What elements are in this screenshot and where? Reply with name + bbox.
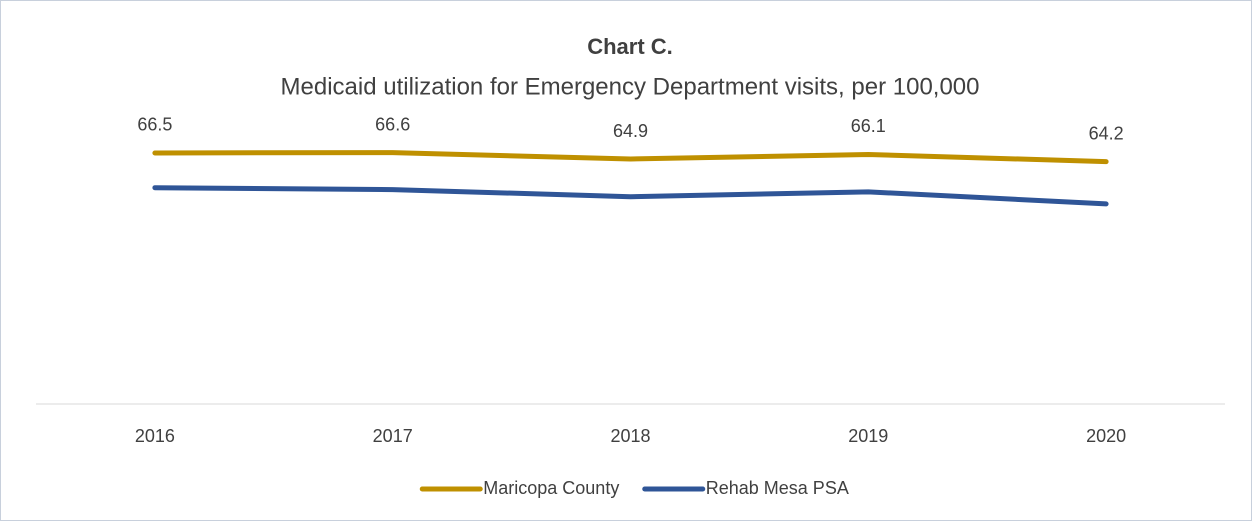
x-tick-label: 2018 [610,426,650,446]
x-tick-label: 2020 [1086,426,1126,446]
data-label: 66.1 [851,116,886,136]
line-series [152,150,1109,165]
legend-label: Rehab Mesa PSA [706,478,849,498]
chart-title: Chart C. [587,34,673,59]
x-tick-label: 2017 [373,426,413,446]
legend-label: Maricopa County [483,478,619,498]
data-label: 64.9 [613,121,648,141]
x-tick-label: 2016 [135,426,175,446]
chart-subtitle: Medicaid utilization for Emergency Depar… [281,73,980,100]
data-label: 64.2 [1089,123,1124,143]
x-tick-label: 2019 [848,426,888,446]
data-label: 66.6 [375,114,410,134]
line-series [152,185,1109,207]
data-label: 66.5 [137,115,172,135]
